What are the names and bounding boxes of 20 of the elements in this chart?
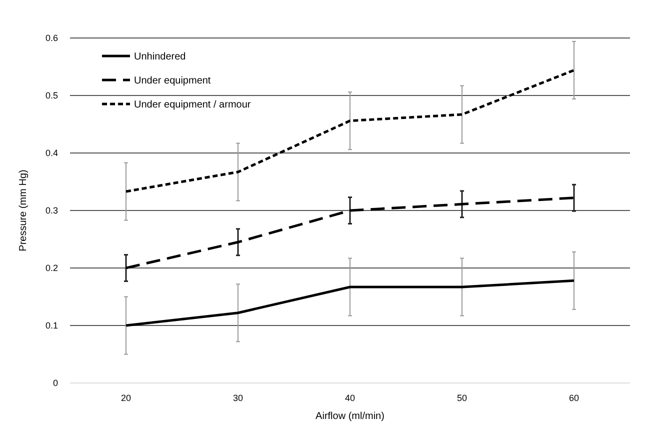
y-tick-label: 0.3 bbox=[45, 206, 58, 216]
legend-label: Under equipment / armour bbox=[134, 100, 252, 110]
y-tick-label: 0.6 bbox=[45, 33, 58, 44]
y-tick-label: 0 bbox=[52, 378, 58, 388]
x-axis-title: Airflow (ml/min) bbox=[316, 411, 384, 422]
y-tick-label: 0.1 bbox=[45, 320, 58, 331]
x-tick-label: 50 bbox=[456, 393, 468, 403]
x-tick-label: 60 bbox=[568, 393, 580, 403]
line-series bbox=[124, 279, 576, 327]
y-tick-label: 0.2 bbox=[45, 263, 58, 274]
y-tick-label: 0.4 bbox=[45, 148, 58, 158]
legend-label: Unhindered bbox=[134, 52, 186, 62]
line-series bbox=[124, 68, 576, 193]
y-tick-label: 0.5 bbox=[45, 90, 58, 101]
x-tick-label: 40 bbox=[344, 393, 356, 403]
line-series bbox=[124, 196, 576, 270]
y-axis-title: Pressure (mm Hg) bbox=[18, 170, 29, 252]
legend-label: Under equipment bbox=[134, 76, 211, 86]
x-tick-label: 20 bbox=[120, 393, 132, 403]
x-tick-label: 30 bbox=[232, 393, 244, 403]
